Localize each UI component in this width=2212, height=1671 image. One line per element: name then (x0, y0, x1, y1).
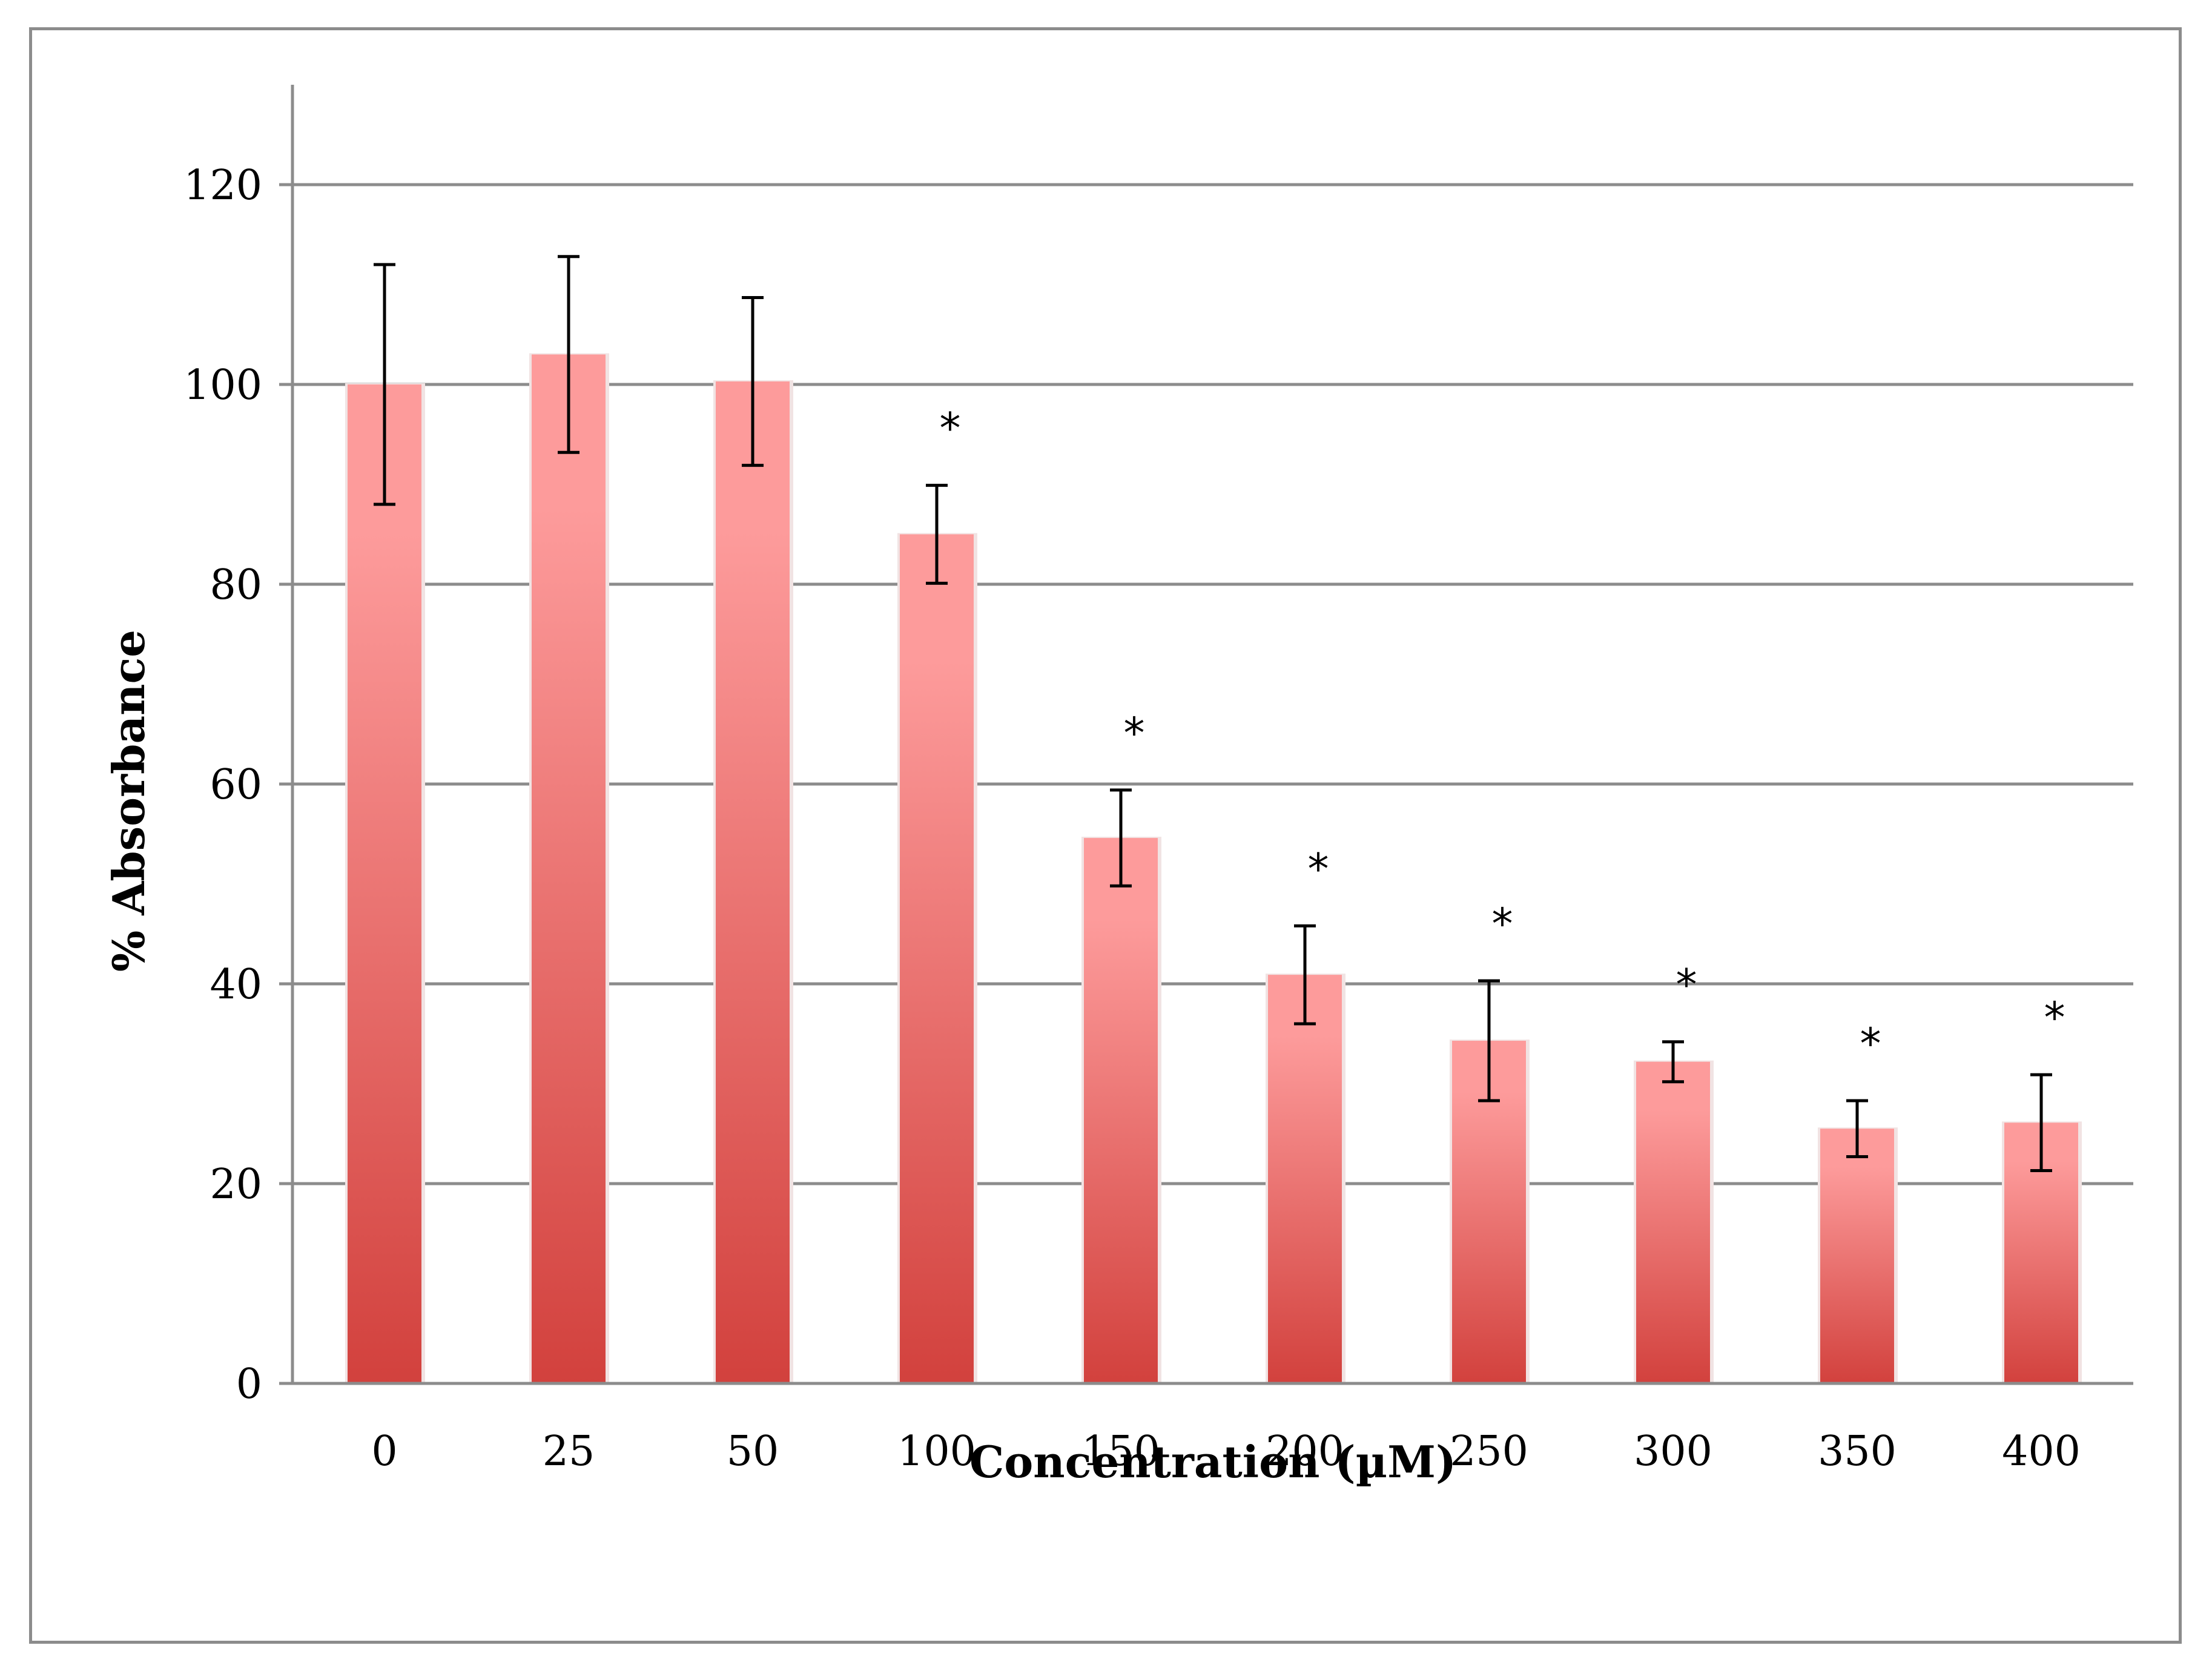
significance-marker-250: * (1492, 899, 1513, 949)
significance-marker-100: * (940, 404, 961, 453)
error-bars (374, 255, 2052, 1173)
bar-0 (348, 384, 421, 1383)
y-tick-label-0: 0 (236, 1360, 262, 1408)
x-tick-label-200: 200 (1266, 1428, 1344, 1475)
y-tick-label-80: 80 (210, 561, 262, 609)
axes (279, 85, 2133, 1385)
bar-150 (1084, 838, 1158, 1383)
chart-frame: 0 20 40 60 80 100 120 0 25 50 * 100 * 150 * 200 * 250 * 300… (29, 27, 2182, 1644)
bar-300 (1636, 1061, 1710, 1383)
bar-chart: 0 20 40 60 80 100 120 0 25 50 * 100 * 150 * 200 * 250 * 300… (103, 85, 2133, 1488)
significance-marker-300: * (1676, 960, 1697, 1010)
x-tick-label-25: 25 (543, 1428, 595, 1475)
significance-marker-400: * (2044, 993, 2065, 1043)
x-tick-label-400: 400 (2002, 1428, 2081, 1475)
bar-25 (532, 354, 606, 1383)
y-tick-label-20: 20 (210, 1161, 262, 1208)
x-tick-label-150: 150 (1081, 1428, 1160, 1475)
x-tick-label-0: 0 (371, 1428, 397, 1475)
bar-50 (716, 381, 790, 1383)
x-tick-label-50: 50 (727, 1428, 779, 1475)
x-tick-label-300: 300 (1634, 1428, 1712, 1475)
x-axis-title: Concentration (µM) (969, 1436, 1456, 1488)
x-tick-label-350: 350 (1818, 1428, 1897, 1475)
bar-350 (1820, 1129, 1894, 1383)
significance-marker-200: * (1308, 844, 1329, 894)
bar-200 (1268, 975, 1342, 1383)
significance-marker-150: * (1124, 708, 1145, 758)
y-tick-label-100: 100 (183, 361, 262, 409)
x-tick-label-250: 250 (1450, 1428, 1528, 1475)
y-tick-label-60: 60 (210, 761, 262, 809)
bars (345, 353, 2082, 1383)
labels: 0 20 40 60 80 100 120 0 25 50 * 100 * 150 * 200 * 250 * 300… (183, 162, 2081, 1475)
y-tick-label-40: 40 (210, 961, 262, 1009)
y-axis-title: % Absorbance (103, 630, 154, 972)
significance-marker-350: * (1860, 1019, 1881, 1069)
bar-100 (900, 534, 974, 1383)
x-tick-label-100: 100 (897, 1428, 976, 1475)
y-tick-label-120: 120 (183, 162, 262, 209)
